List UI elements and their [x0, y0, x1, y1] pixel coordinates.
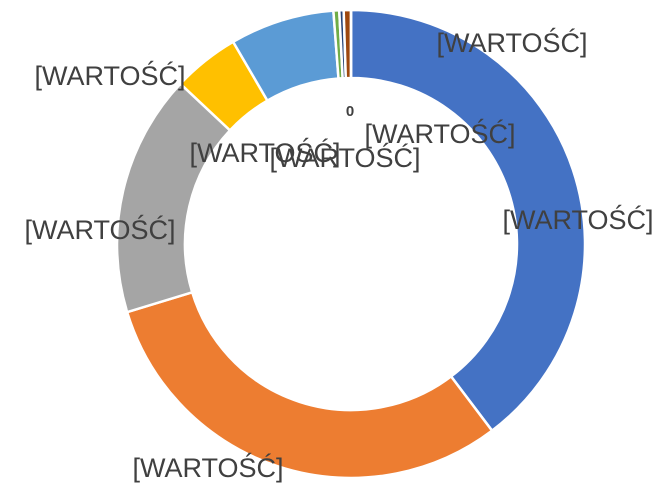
data-label: [WARTOŚĆ] [24, 213, 175, 245]
data-label: [WARTOŚĆ] [502, 203, 653, 235]
data-label: [WARTOŚĆ] [34, 59, 185, 91]
data-label: [WARTOŚĆ] [132, 451, 283, 483]
data-label: [WARTOŚĆ] [364, 117, 515, 149]
donut-segment [125, 290, 494, 480]
data-label: [WARTOŚĆ] [189, 136, 340, 168]
donut-segment [115, 82, 232, 314]
donut-segment [349, 8, 587, 433]
data-label: [WARTOŚĆ] [436, 26, 587, 58]
data-label: [WARTOŚĆ] [269, 141, 420, 173]
data-label: 0 [346, 103, 354, 120]
